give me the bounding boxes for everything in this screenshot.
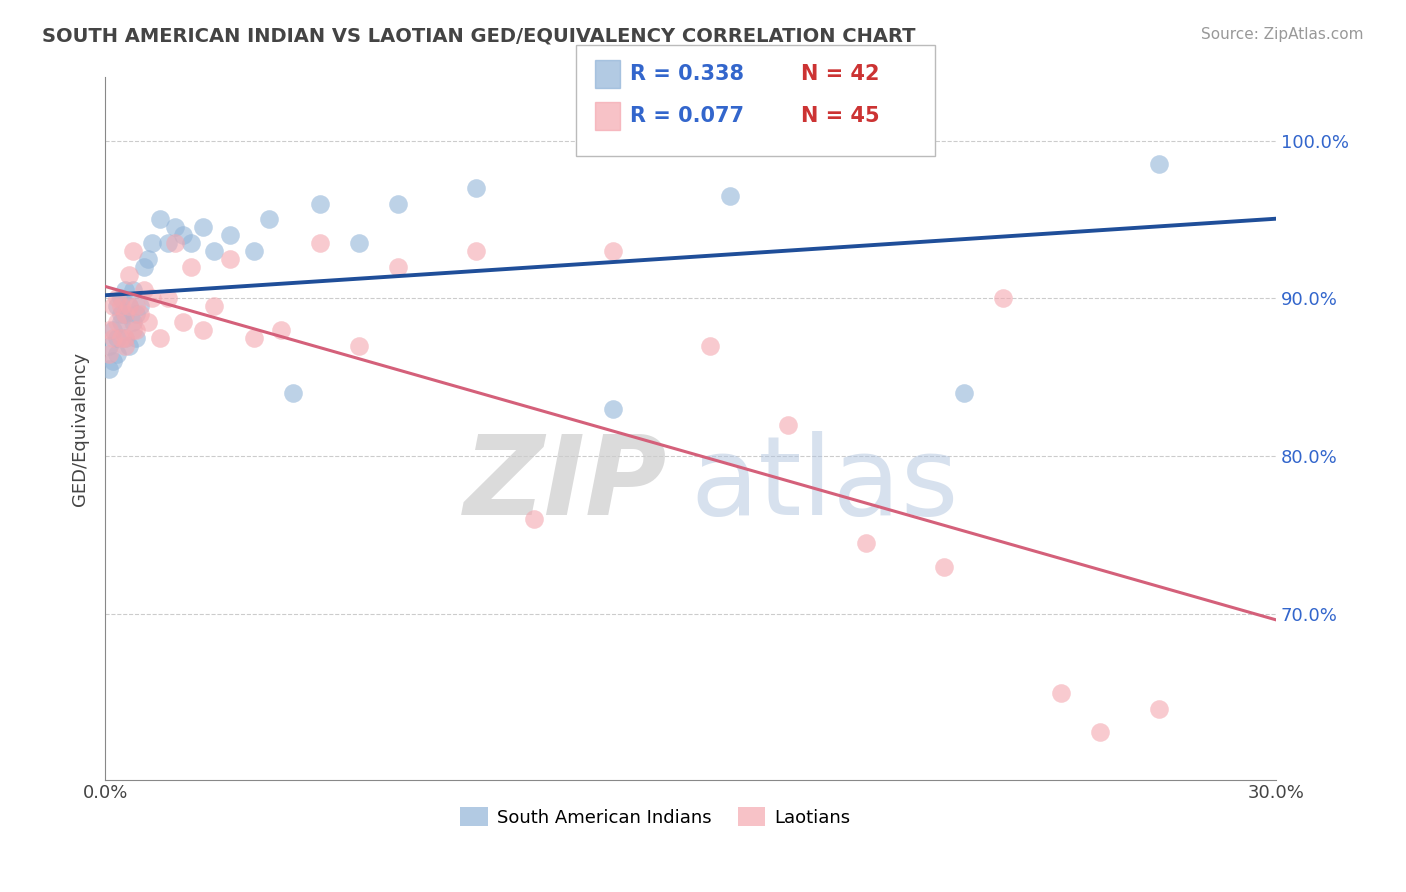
Text: atlas: atlas	[690, 431, 959, 538]
Point	[101, 331, 124, 345]
Text: R = 0.338: R = 0.338	[630, 64, 744, 84]
Point	[165, 236, 187, 251]
Point	[129, 307, 152, 321]
Point	[134, 260, 156, 274]
Point	[242, 244, 264, 258]
Point	[110, 307, 132, 321]
Point	[110, 331, 132, 345]
Point	[991, 291, 1014, 305]
Point	[98, 362, 121, 376]
Y-axis label: GED/Equivalency: GED/Equivalency	[72, 351, 89, 506]
Point	[465, 181, 488, 195]
Point	[180, 260, 202, 274]
Point	[270, 323, 292, 337]
Point	[125, 323, 148, 337]
Point	[110, 315, 132, 329]
Point	[465, 244, 488, 258]
Point	[125, 299, 148, 313]
Point	[114, 284, 136, 298]
Point	[121, 244, 143, 258]
Point	[602, 244, 624, 258]
Point	[156, 291, 179, 305]
Point	[117, 299, 139, 313]
Point	[121, 315, 143, 329]
Point	[242, 331, 264, 345]
Point	[125, 331, 148, 345]
Point	[281, 386, 304, 401]
Point	[141, 291, 163, 305]
Point	[105, 331, 128, 345]
Point	[98, 339, 121, 353]
Point	[121, 284, 143, 298]
Text: SOUTH AMERICAN INDIAN VS LAOTIAN GED/EQUIVALENCY CORRELATION CHART: SOUTH AMERICAN INDIAN VS LAOTIAN GED/EQU…	[42, 27, 915, 45]
Point	[1050, 686, 1073, 700]
Point	[191, 323, 214, 337]
Point	[114, 339, 136, 353]
Point	[110, 299, 132, 313]
Point	[855, 536, 877, 550]
Point	[105, 291, 128, 305]
Point	[952, 386, 974, 401]
Point	[105, 299, 128, 313]
Point	[125, 307, 148, 321]
Point	[136, 315, 159, 329]
Point	[1090, 725, 1112, 739]
Point	[114, 331, 136, 345]
Point	[180, 236, 202, 251]
Point	[149, 212, 172, 227]
Point	[134, 284, 156, 298]
Point	[191, 220, 214, 235]
Point	[110, 291, 132, 305]
Text: Source: ZipAtlas.com: Source: ZipAtlas.com	[1201, 27, 1364, 42]
Point	[136, 252, 159, 266]
Point	[117, 339, 139, 353]
Point	[129, 299, 152, 313]
Text: ZIP: ZIP	[464, 431, 668, 538]
Point	[172, 228, 194, 243]
Point	[523, 512, 546, 526]
Point	[141, 236, 163, 251]
Point	[387, 196, 409, 211]
Point	[165, 220, 187, 235]
Point	[602, 401, 624, 416]
Point	[219, 252, 242, 266]
Point	[257, 212, 280, 227]
Point	[121, 323, 143, 337]
Point	[219, 228, 242, 243]
Point	[114, 331, 136, 345]
Point	[101, 323, 124, 337]
Point	[934, 559, 956, 574]
Point	[101, 299, 124, 313]
Point	[347, 339, 370, 353]
Point	[387, 260, 409, 274]
Point	[347, 236, 370, 251]
Point	[105, 315, 128, 329]
Point	[699, 339, 721, 353]
Text: R = 0.077: R = 0.077	[630, 106, 744, 126]
Point	[308, 196, 330, 211]
Point	[308, 236, 330, 251]
Point	[156, 236, 179, 251]
Point	[718, 188, 741, 202]
Point	[98, 323, 121, 337]
Point	[778, 417, 800, 432]
Point	[1147, 701, 1170, 715]
Text: N = 45: N = 45	[801, 106, 880, 126]
Point	[1147, 157, 1170, 171]
Point	[204, 244, 226, 258]
Point	[105, 346, 128, 360]
Point	[117, 268, 139, 282]
Point	[98, 346, 121, 360]
Legend: South American Indians, Laotians: South American Indians, Laotians	[453, 800, 858, 834]
Point	[149, 331, 172, 345]
Text: N = 42: N = 42	[801, 64, 880, 84]
Point	[204, 299, 226, 313]
Point	[172, 315, 194, 329]
Point	[117, 299, 139, 313]
Point	[101, 354, 124, 368]
Point	[114, 307, 136, 321]
Point	[114, 307, 136, 321]
